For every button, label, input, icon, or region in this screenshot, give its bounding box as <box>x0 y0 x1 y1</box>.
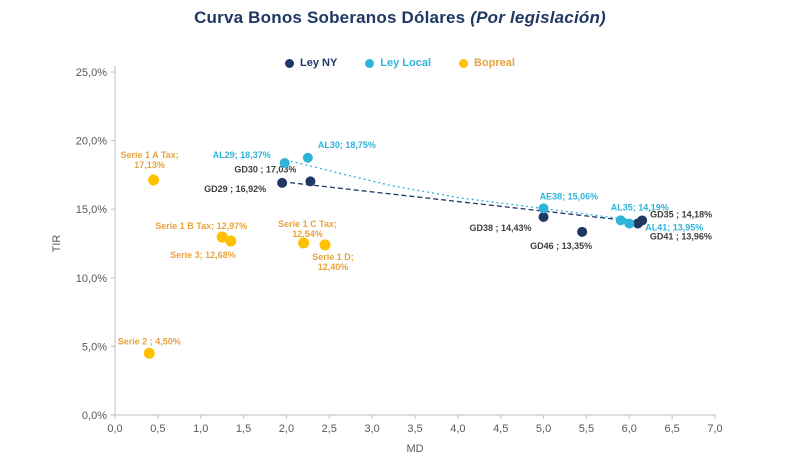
data-point-label-serie-1-c-tax: Serie 1 C Tax; 12,54% <box>278 219 337 239</box>
x-axis-tick-label: 4,0 <box>450 423 465 435</box>
data-point-serie-1-c-tax <box>298 237 310 249</box>
data-point-gd38 <box>538 212 549 223</box>
data-point-label-al35: AL35; 14,19% <box>611 202 669 212</box>
x-axis-tick-label: 4,5 <box>493 423 508 435</box>
legend-item-ley-local: Ley Local <box>365 57 431 69</box>
data-point-label-serie-1-d: Serie 1 D; 12,40% <box>312 252 354 272</box>
data-point-serie-1-a-tax <box>148 174 160 186</box>
data-point-serie-1-b-tax <box>216 231 228 243</box>
data-point-label-serie-1-b-tax: Serie 1 B Tax; 12,97% <box>155 221 247 231</box>
legend-label-ley-local: Ley Local <box>380 57 432 69</box>
data-point-gd41 <box>632 218 643 229</box>
data-point-ae38 <box>538 203 549 214</box>
chart-title-main: Curva Bonos Soberanos Dólares <box>194 8 466 27</box>
data-point-label-serie-1-a-tax: Serie 1 A Tax; 17,13% <box>120 150 178 170</box>
data-point-gd29 <box>277 177 288 188</box>
x-axis-tick-label: 7,0 <box>707 423 722 435</box>
data-point-al29 <box>279 157 290 168</box>
legend-item-bopreal: Bopreal <box>459 57 515 69</box>
legend-label-ley-ny: Ley NY <box>299 57 338 69</box>
x-axis-tick-label: 5,0 <box>536 423 551 435</box>
data-point-al41 <box>624 218 635 229</box>
y-axis-tick-label: 25,0% <box>76 67 107 79</box>
data-point-label-gd30: GD30 ; 17,03% <box>234 164 296 174</box>
y-axis-tick-label: 15,0% <box>76 204 107 216</box>
data-point-label-al41: AL41; 13,95% <box>645 223 703 233</box>
x-axis-tick-label: 6,5 <box>664 423 679 435</box>
data-point-serie-3 <box>225 235 237 247</box>
data-point-serie-1-d <box>319 239 331 251</box>
x-axis-tick-label: 5,5 <box>579 423 594 435</box>
y-axis-title: TIR <box>51 235 63 253</box>
data-point-label-gd46: GD46 ; 13,35% <box>530 241 592 251</box>
data-point-label-gd41: GD41 ; 13,96% <box>650 231 712 241</box>
y-axis-tick-label: 5,0% <box>82 341 107 353</box>
x-axis-tick-label: 2,0 <box>279 423 294 435</box>
x-axis-tick-label: 0,0 <box>107 423 122 435</box>
legend-label-bopreal: Bopreal <box>474 57 515 69</box>
data-point-serie-2 <box>143 347 155 359</box>
data-point-label-serie-2: Serie 2 ; 4,50% <box>118 336 181 346</box>
data-point-label-al30: AL30; 18,75% <box>318 140 376 150</box>
data-point-label-ae38: AE38; 15,06% <box>540 191 599 201</box>
x-axis-tick-label: 6,0 <box>622 423 637 435</box>
legend: Ley NY Ley Local Bopreal <box>0 57 800 69</box>
data-point-label-gd35: GD35 ; 14,18% <box>650 209 712 219</box>
x-axis-tick-label: 1,0 <box>193 423 208 435</box>
legend-dot-ley-ny-icon <box>284 58 294 68</box>
legend-item-ley-ny: Ley NY <box>284 57 338 69</box>
y-axis-tick-label: 0,0% <box>82 410 107 422</box>
trendline-ley-local <box>290 160 638 222</box>
x-axis-tick-label: 3,5 <box>407 423 422 435</box>
y-axis-tick-label: 10,0% <box>76 273 107 285</box>
x-axis-title: MD <box>406 443 423 455</box>
y-axis-tick-label: 20,0% <box>76 136 107 148</box>
data-point-gd46 <box>577 226 588 237</box>
x-axis-tick-label: 0,5 <box>150 423 165 435</box>
x-axis-tick-label: 1,5 <box>236 423 251 435</box>
data-point-label-al29: AL29; 18,37% <box>213 150 271 160</box>
data-point-al35 <box>615 215 626 226</box>
data-point-label-gd38: GD38 ; 14,43% <box>470 223 532 233</box>
x-axis-tick-label: 2,5 <box>322 423 337 435</box>
data-point-al30 <box>302 152 313 163</box>
trendline-ley-ny <box>282 181 643 223</box>
page-title: Curva Bonos Soberanos Dólares (Por legis… <box>0 8 800 28</box>
legend-dot-bopreal-icon <box>459 58 469 68</box>
chart-title-subtitle: (Por legislación) <box>470 8 606 27</box>
x-axis-tick-label: 3,0 <box>364 423 379 435</box>
data-point-label-gd29: GD29 ; 16,92% <box>204 184 266 194</box>
data-point-label-serie-3: Serie 3; 12,68% <box>170 250 236 260</box>
data-point-gd30 <box>305 176 316 187</box>
legend-dot-ley-local-icon <box>365 58 375 68</box>
